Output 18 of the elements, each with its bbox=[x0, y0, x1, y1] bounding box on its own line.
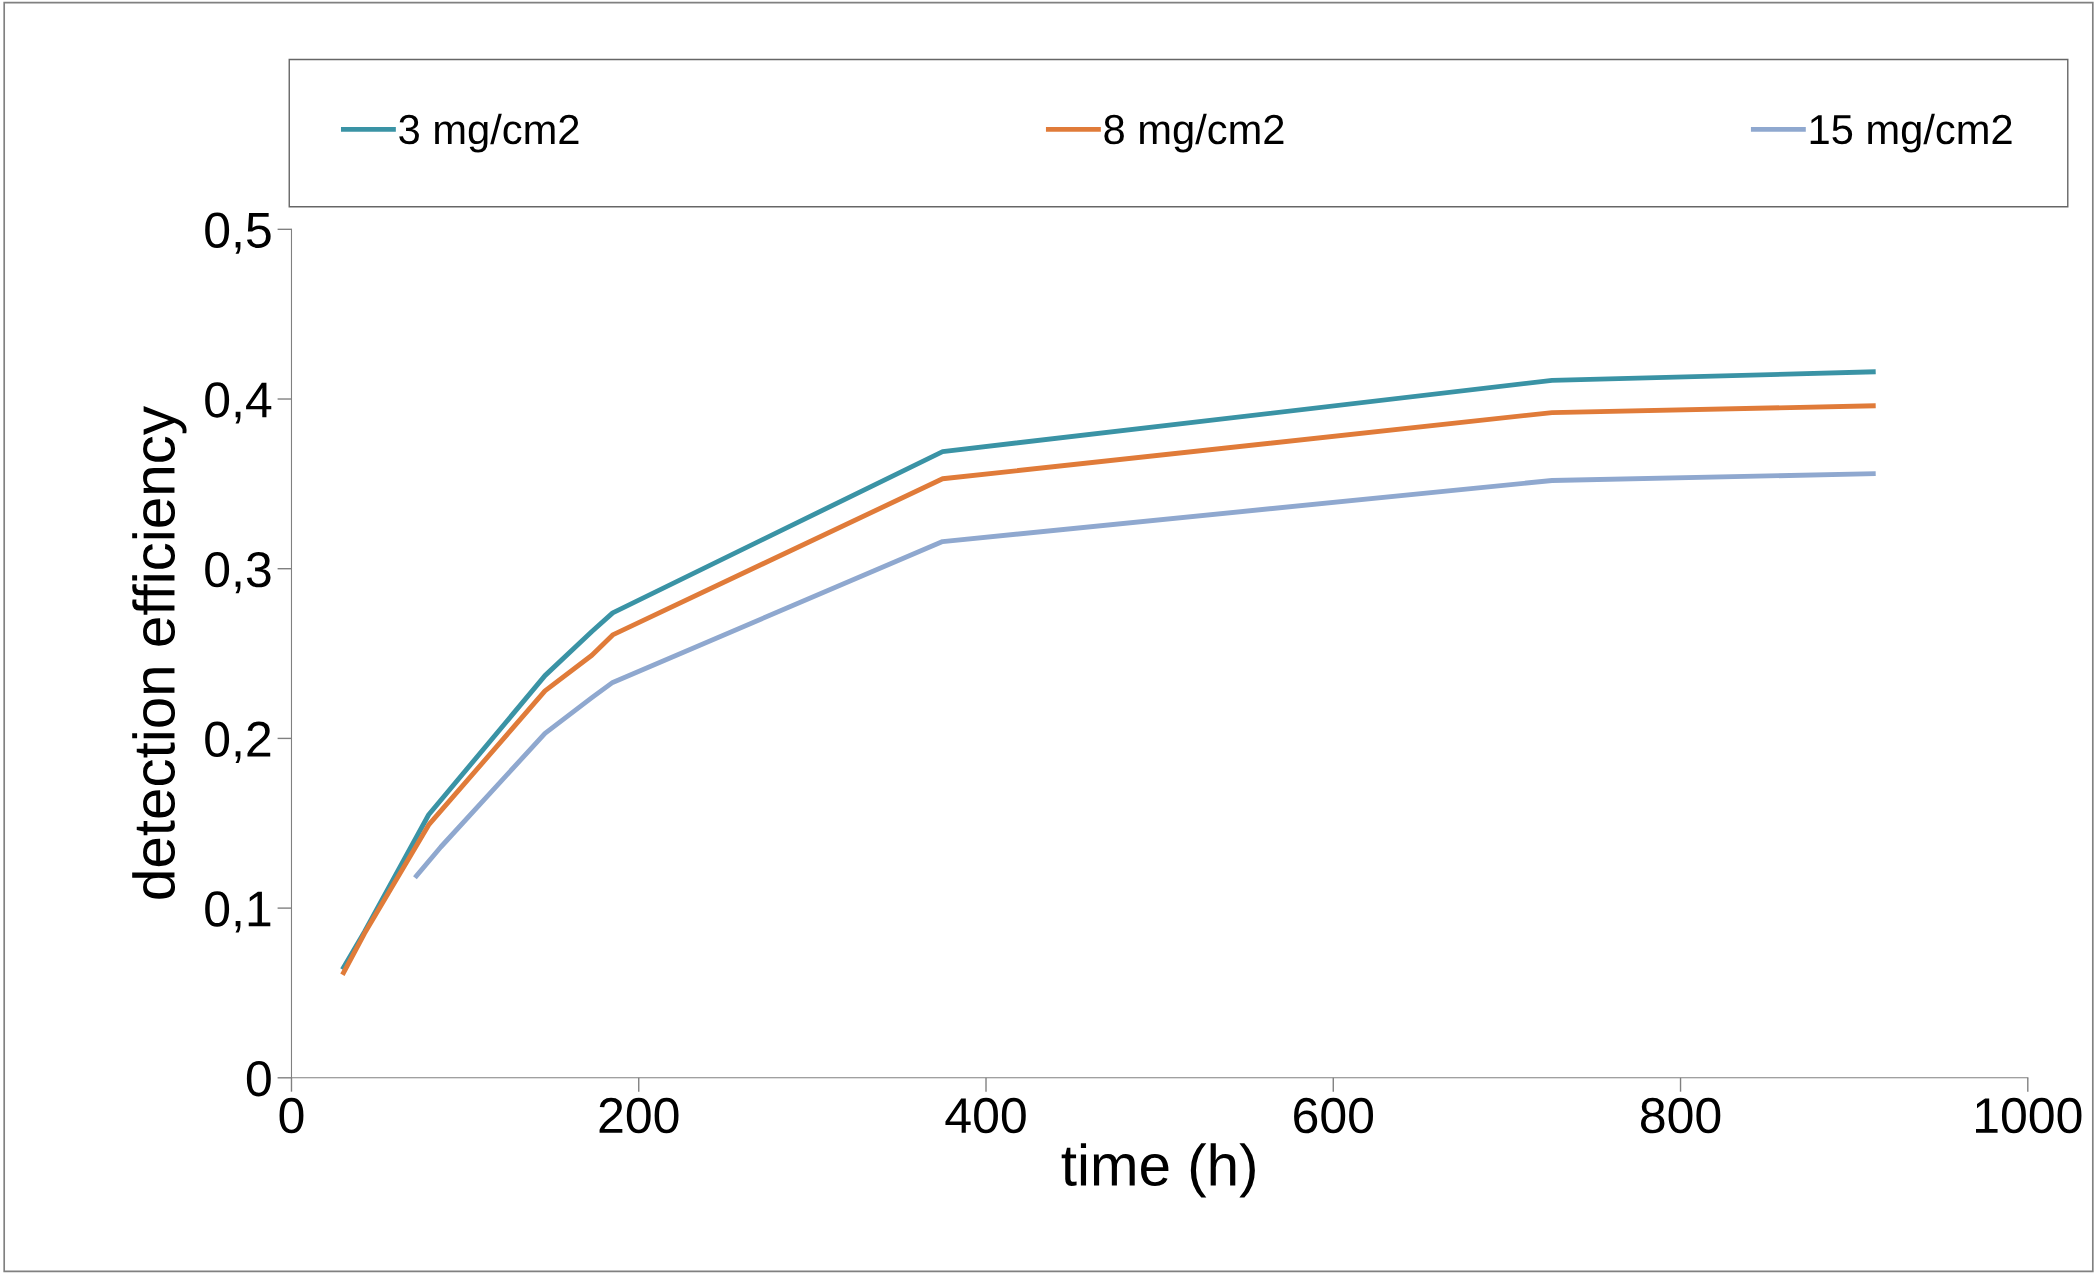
legend-label: 8 mg/cm2 bbox=[1104, 113, 1284, 153]
y-tick-label: 0,3 bbox=[205, 551, 271, 594]
x-tick-label: 600 bbox=[1294, 1097, 1374, 1134]
y-axis-title: detection efficiency bbox=[132, 406, 187, 899]
x-tick-label: 400 bbox=[945, 1097, 1026, 1134]
y-tick-label: 0,4 bbox=[205, 382, 272, 424]
y-tick-label: 0,5 bbox=[205, 212, 271, 254]
legend-label: 3 mg/cm2 bbox=[399, 113, 579, 153]
y-tick-label: 0 bbox=[246, 1061, 271, 1097]
line-series bbox=[414, 471, 1876, 879]
x-tick-label: 200 bbox=[599, 1097, 679, 1134]
y-tick-label: 0,1 bbox=[205, 891, 271, 933]
x-tick-label: 0 bbox=[279, 1097, 304, 1134]
y-tick-label: 0,2 bbox=[205, 721, 271, 763]
x-tick-label: 1000 bbox=[1976, 1097, 2082, 1134]
x-axis-title: time (h) bbox=[1061, 1143, 1255, 1198]
legend-label: 15 mg/cm2 bbox=[1810, 113, 2012, 153]
x-tick-label: 800 bbox=[1641, 1097, 1721, 1134]
